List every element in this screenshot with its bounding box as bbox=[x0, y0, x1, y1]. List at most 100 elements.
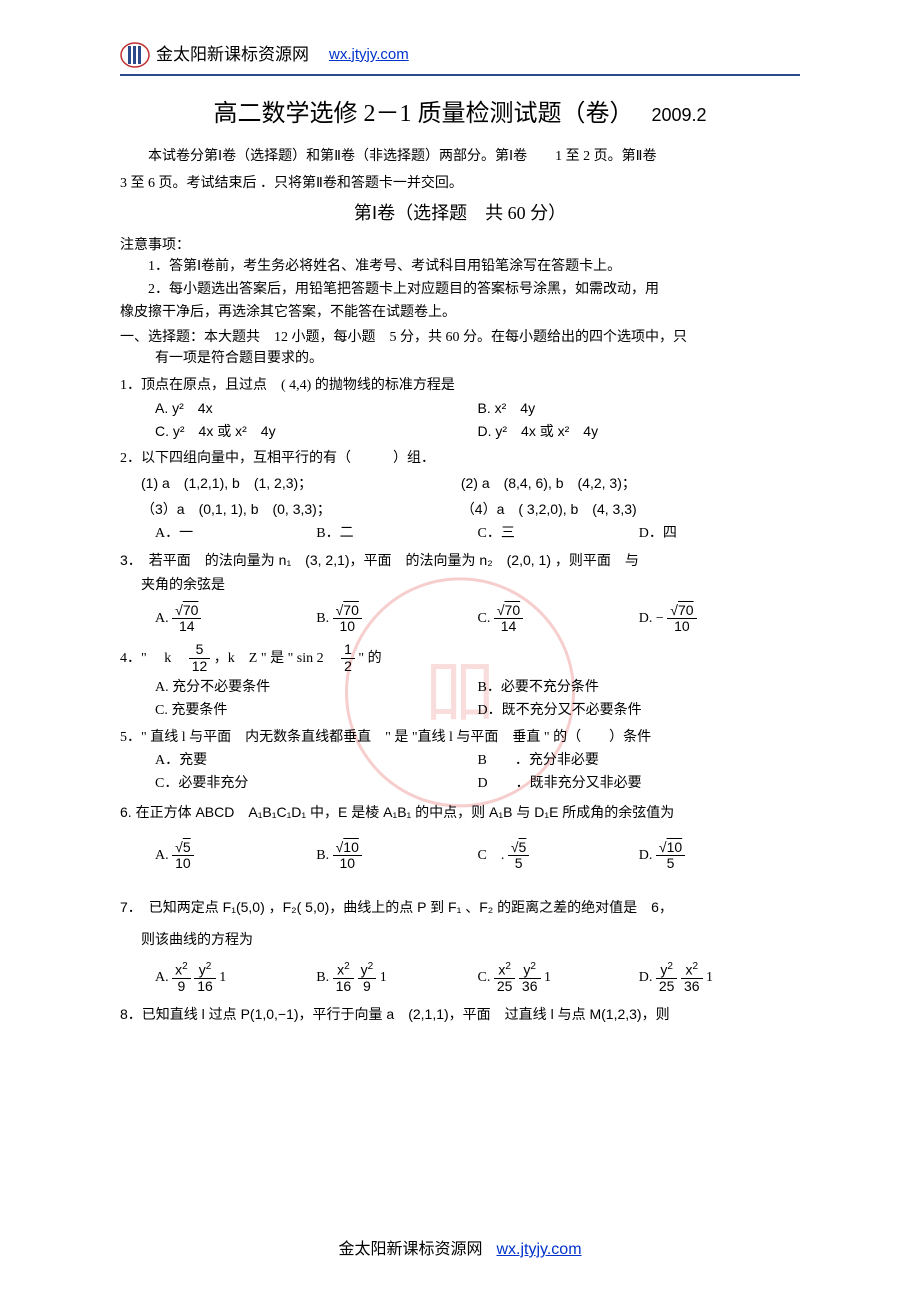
q2-v1: (1) a (1,2,1), b (1, 2,3)； bbox=[141, 473, 457, 494]
q2-opts: A．一 B．二 C．三 D．四 bbox=[120, 523, 800, 544]
q4-C: C. 充要条件 bbox=[155, 700, 478, 721]
q6-B-pre: B. bbox=[316, 848, 329, 863]
q7a-y: y bbox=[199, 962, 206, 978]
q6-B: B. √1010 bbox=[316, 839, 477, 873]
q7d-d1: 25 bbox=[656, 979, 678, 994]
q3-stem2: 夹角的余弦是 bbox=[120, 575, 800, 596]
q5-C: C．必要非充分 bbox=[155, 773, 478, 794]
q5-stem: 5．" 直线 l 与平面 内无数条直线都垂直 " 是 "直线 l 与平面 垂直 … bbox=[120, 727, 800, 748]
q7-C: C. x225 y236 1 bbox=[478, 961, 639, 995]
q5-opts-r2: C．必要非充分 D ．既非充分又非必要 bbox=[120, 773, 800, 794]
q8-stem: 8．已知直线 l 过点 P(1,0,−1)，平行于向量 a (2,1,1)，平面… bbox=[120, 1004, 800, 1025]
page-footer: 金太阳新课标资源网 wx.jtyjy.com bbox=[0, 1238, 920, 1262]
q3-B-pre: B. bbox=[316, 611, 329, 626]
q2-C: C．三 bbox=[478, 523, 639, 544]
section-heading: 一、选择题：本大题共 12 小题，每小题 5 分，共 60 分。在每小题给出的四… bbox=[120, 327, 800, 348]
q7c-d1: 25 bbox=[494, 979, 516, 994]
q3-C-pre: C. bbox=[478, 611, 491, 626]
q7b-y: y bbox=[361, 962, 368, 978]
q1-opts-row1: A. y² 4x B. x² 4y bbox=[120, 398, 800, 419]
intro-p1: 本试卷分第Ⅰ卷（选择题）和第Ⅱ卷（非选择题）两部分。第Ⅰ卷 1 至 2 页。第Ⅱ… bbox=[120, 146, 800, 167]
footer-text: 金太阳新课标资源网 bbox=[338, 1241, 482, 1258]
q3-D-den: 10 bbox=[667, 619, 696, 634]
q7a-d1: 9 bbox=[172, 979, 191, 994]
page-header: 金太阳新课标资源网 wx.jtyjy.com bbox=[120, 40, 800, 76]
q4-pre: 4．" k bbox=[120, 651, 185, 666]
main-title: 高二数学选修 2－1 质量检测试题（卷） 2009.2 bbox=[120, 96, 800, 132]
q4-opts-r2: C. 充要条件 D．既不充分又不必要条件 bbox=[120, 700, 800, 721]
q7-C-pre: C. bbox=[478, 970, 491, 985]
q6-B-num: 10 bbox=[343, 839, 359, 855]
q7c-d2: 36 bbox=[519, 979, 541, 994]
q3-B-num: 70 bbox=[343, 602, 359, 618]
q7a-eq: 1 bbox=[219, 970, 226, 985]
q2-v3: （3）a (0,1, 1), b (0, 3,3)； bbox=[141, 499, 457, 520]
q3-D-pre: D. − bbox=[639, 611, 664, 626]
q4-post: " 的 bbox=[358, 651, 381, 666]
q7-stem: 7． 已知两定点 F₁(5,0) ，F₂( 5,0)，曲线上的点 P 到 F₁ … bbox=[120, 897, 800, 918]
q4-frac1-num: 5 bbox=[189, 642, 211, 658]
footer-url[interactable]: wx.jtyjy.com bbox=[496, 1241, 581, 1258]
q4-opts-r1: A. 充分不必要条件 B．必要不充分条件 bbox=[120, 677, 800, 698]
q7b-d1: 16 bbox=[333, 979, 355, 994]
q2-A: A．一 bbox=[155, 523, 316, 544]
notice-1: 1．答第Ⅰ卷前，考生务必将姓名、准考号、考试科目用铅笔涂写在答题卡上。 bbox=[120, 256, 800, 277]
q3-opts: A. √7014 B. √7010 C. √7014 D. − √7010 bbox=[120, 602, 800, 636]
title-date: 2009.2 bbox=[651, 105, 706, 125]
notice-2: 2．每小题选出答案后，用铅笔把答题卡上对应题目的答案标号涂黑，如需改动，用 bbox=[120, 279, 800, 300]
q3-A: A. √7014 bbox=[155, 602, 316, 636]
q4-frac2-den: 2 bbox=[341, 659, 355, 674]
q7-A: A. x29 y216 1 bbox=[155, 961, 316, 995]
q7a-d2: 16 bbox=[194, 979, 216, 994]
notice-2b: 橡皮擦干净后，再选涂其它答案，不能答在试题卷上。 bbox=[120, 302, 800, 323]
q7b-eq: 1 bbox=[380, 970, 387, 985]
section-heading-2: 有一项是符合题目要求的。 bbox=[120, 348, 800, 369]
q5-opts-r1: A．充要 B ．充分非必要 bbox=[120, 750, 800, 771]
q6-stem: 6. 在正方体 ABCD A₁B₁C₁D₁ 中，E 是棱 A₁B₁ 的中点，则 … bbox=[120, 802, 800, 823]
header-url[interactable]: wx.jtyjy.com bbox=[329, 44, 409, 67]
q6-A-den: 10 bbox=[172, 856, 194, 871]
q1-C: C. y² 4x 或 x² 4y bbox=[155, 421, 478, 442]
q3-C: C. √7014 bbox=[478, 602, 639, 636]
q7-opts: A. x29 y216 1 B. x216 y29 1 C. x225 y236… bbox=[120, 961, 800, 995]
q2-stem: 2．以下四组向量中，互相平行的有（ ）组． bbox=[120, 448, 800, 469]
q6-A-num: 5 bbox=[183, 839, 191, 855]
q4-stem: 4．" k 512 ，k Z " 是 " sin 2 12 " 的 bbox=[120, 642, 800, 676]
q1-opts-row2: C. y² 4x 或 x² 4y D. y² 4x 或 x² 4y bbox=[120, 421, 800, 442]
q4-frac2-num: 1 bbox=[341, 642, 355, 658]
q6-D-den: 5 bbox=[656, 856, 685, 871]
q6-C-num: 5 bbox=[519, 839, 527, 855]
q5-A: A．充要 bbox=[155, 750, 478, 771]
q6-D: D. √105 bbox=[639, 839, 800, 873]
q6-opts: A. √510 B. √1010 C . √55 D. √105 bbox=[120, 839, 800, 873]
section1-title: 第Ⅰ卷（选择题 共 60 分） bbox=[120, 200, 800, 227]
q2-D: D．四 bbox=[639, 523, 800, 544]
q1-stem: 1．顶点在原点，且过点 ( 4,4) 的抛物线的标准方程是 bbox=[120, 375, 800, 396]
q1-D: D. y² 4x 或 x² 4y bbox=[478, 421, 801, 442]
q5-D: D ．既非充分又非必要 bbox=[478, 773, 801, 794]
q1-A: A. y² 4x bbox=[155, 398, 478, 419]
q6-A: A. √510 bbox=[155, 839, 316, 873]
q7-B-pre: B. bbox=[316, 970, 329, 985]
logo-icon bbox=[120, 40, 150, 70]
q7-D: D. y225 x236 1 bbox=[639, 961, 800, 995]
q6-A-pre: A. bbox=[155, 848, 169, 863]
q7d-d2: 36 bbox=[681, 979, 703, 994]
q3-B-den: 10 bbox=[333, 619, 362, 634]
q3-C-num: 70 bbox=[505, 602, 521, 618]
q7-B: B. x216 y29 1 bbox=[316, 961, 477, 995]
q7b-d2: 9 bbox=[358, 979, 377, 994]
title-text: 高二数学选修 2－1 质量检测试题（卷） bbox=[213, 101, 633, 127]
q4-B: B．必要不充分条件 bbox=[478, 677, 801, 698]
q6-C-pre: C . bbox=[478, 848, 505, 863]
q7-A-pre: A. bbox=[155, 970, 169, 985]
q5-B: B ．充分非必要 bbox=[478, 750, 801, 771]
q3-B: B. √7010 bbox=[316, 602, 477, 636]
q6-C-den: 5 bbox=[508, 856, 529, 871]
q7c-eq: 1 bbox=[544, 970, 551, 985]
notice-label: 注意事项： bbox=[120, 235, 800, 256]
q1-B: B. x² 4y bbox=[478, 398, 801, 419]
q3-D-num: 70 bbox=[678, 602, 694, 618]
page-content: 金太阳新课标资源网 wx.jtyjy.com 高二数学选修 2－1 质量检测试题… bbox=[120, 40, 800, 1025]
q6-B-den: 10 bbox=[333, 856, 362, 871]
